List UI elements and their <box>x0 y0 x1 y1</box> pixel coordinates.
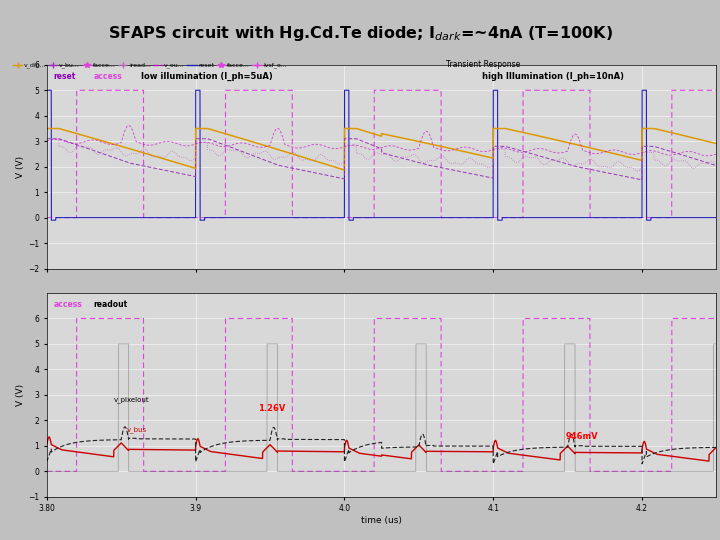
Text: v_pixelout: v_pixelout <box>114 396 149 403</box>
Text: SFAPS circuit with Hg.Cd.Te diode; I$_{dark}$=~4nA (T=100K): SFAPS circuit with Hg.Cd.Te diode; I$_{d… <box>107 24 613 43</box>
Text: 1.26V: 1.26V <box>258 404 285 413</box>
X-axis label: time (us): time (us) <box>361 516 402 525</box>
Text: low illumination (I_ph=5uA): low illumination (I_ph=5uA) <box>140 72 272 81</box>
Text: v_bus: v_bus <box>127 427 148 433</box>
Text: readout: readout <box>94 300 128 309</box>
Text: high Illumination (I_ph=10nA): high Illumination (I_ph=10nA) <box>482 72 624 81</box>
Text: reset: reset <box>53 72 76 81</box>
Text: 946mV: 946mV <box>566 431 598 441</box>
Y-axis label: V (V): V (V) <box>17 156 25 178</box>
Legend: v_dio..., v_bu..., facce..., iread..., v_ou..., reset, facce..., lvsf_o...: v_dio..., v_bu..., facce..., iread..., v… <box>10 60 289 71</box>
Text: access: access <box>53 300 82 309</box>
Y-axis label: V (V): V (V) <box>17 384 25 406</box>
Text: Transient Response: Transient Response <box>446 60 521 70</box>
Text: access: access <box>94 72 122 81</box>
